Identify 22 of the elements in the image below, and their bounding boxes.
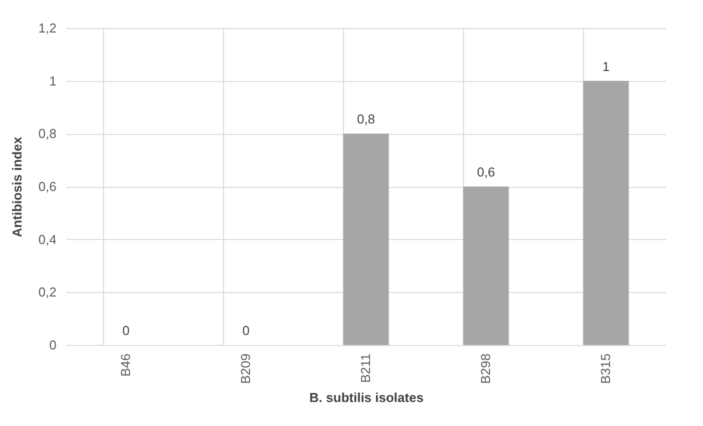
y-tick-label: 0,8: [38, 126, 56, 142]
data-label: 1: [602, 58, 610, 74]
bar: [583, 80, 629, 345]
data-label: 0: [242, 323, 250, 338]
x-tick-label: B211: [358, 354, 373, 383]
y-tick-label: 0,4: [38, 232, 56, 247]
y-axis-title: Antibiosis index: [9, 136, 24, 238]
x-axis-title: B. subtilis isolates: [309, 390, 424, 405]
y-tick-label: 0,2: [38, 284, 56, 300]
bar: [343, 134, 389, 345]
data-label: 0: [122, 323, 130, 338]
y-tick-label: 0,6: [38, 179, 56, 194]
data-label: 0,6: [476, 164, 496, 180]
x-tick-label: B46: [118, 354, 133, 377]
y-tick-label: 1,2: [38, 20, 56, 36]
x-tick-label: B298: [478, 354, 493, 384]
data-label: 0,8: [356, 112, 376, 127]
x-tick-label: B209: [238, 354, 253, 384]
bar: [463, 186, 509, 345]
y-tick-label: 0: [49, 338, 56, 352]
x-tick-label: B315: [598, 354, 613, 384]
y-tick-label: 1: [49, 73, 56, 88]
